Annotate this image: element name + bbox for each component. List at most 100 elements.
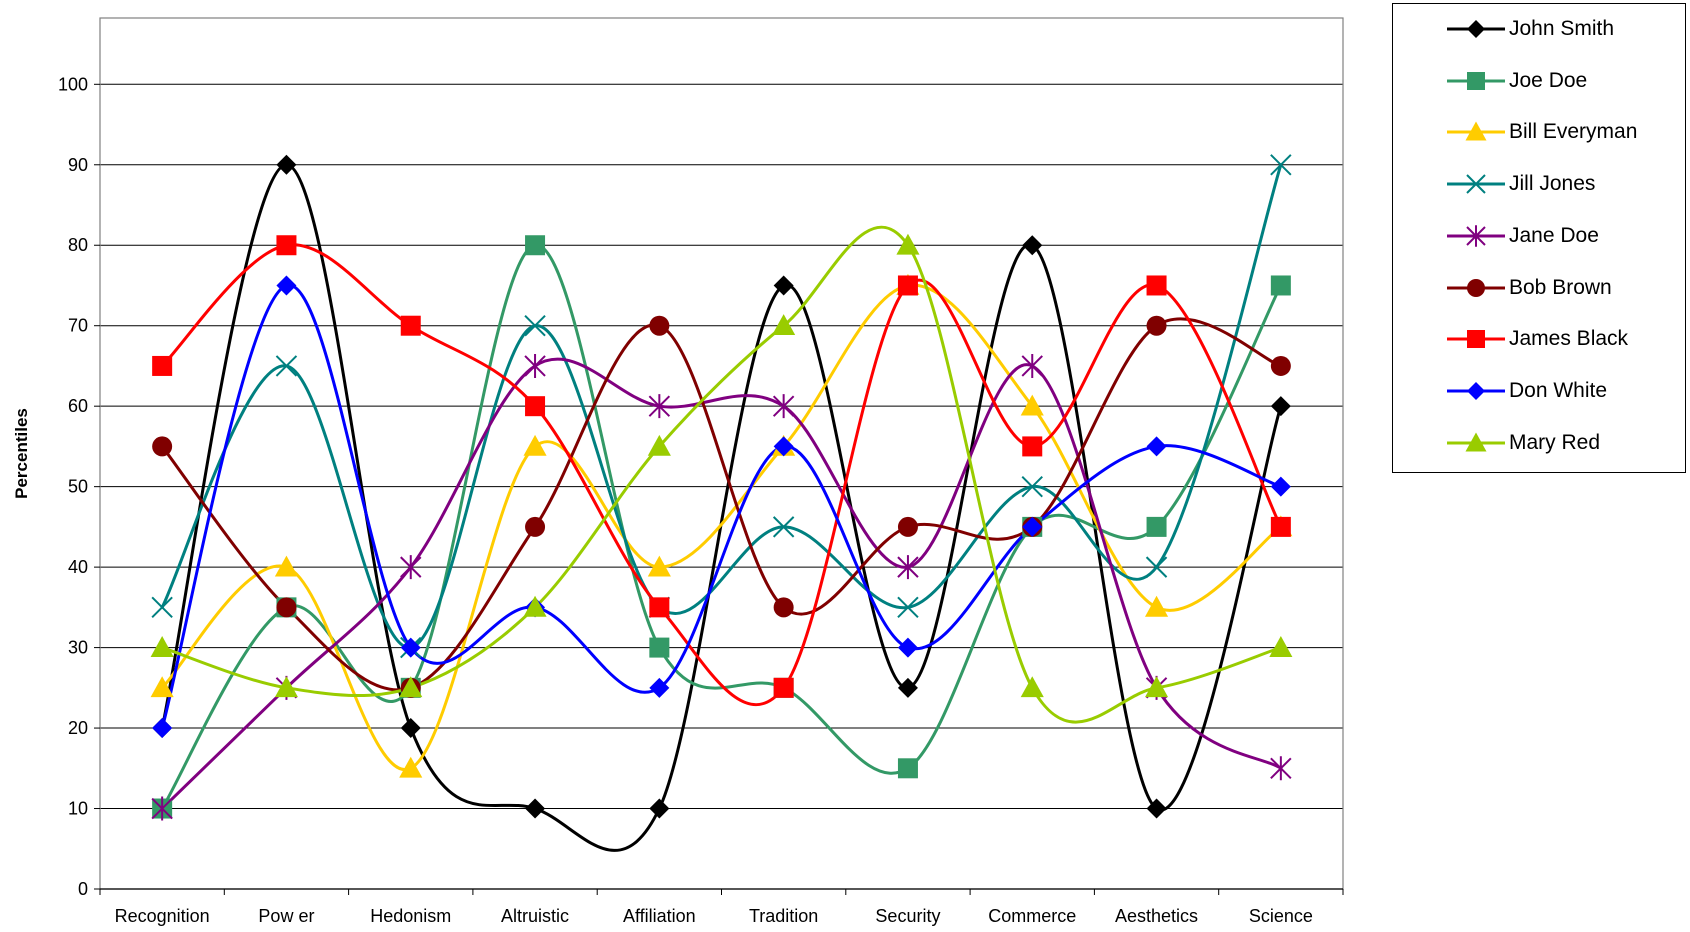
series-lines (160, 163, 1283, 852)
data-point-jane-doe (648, 394, 671, 419)
data-point-jane-doe (400, 555, 422, 580)
data-point-bob-brown (152, 436, 173, 457)
data-point-jill-jones (524, 315, 546, 337)
legend-item-bob-brown: Bob Brown (1445, 273, 1681, 303)
x-tick-label: Altruistic (501, 906, 569, 926)
legend-item-jane-doe: Jane Doe (1445, 221, 1681, 251)
legend-item-don-white: Don White (1445, 376, 1681, 406)
data-point-mary-red (274, 676, 298, 698)
series-line-jane-doe (160, 357, 1283, 811)
data-point-don-white (897, 637, 918, 658)
series-line-bob-brown (160, 317, 1283, 692)
data-point-john-smith (773, 275, 794, 296)
data-point-john-smith (1022, 235, 1043, 256)
legend-marker-joe-doe (1467, 71, 1485, 90)
data-point-don-white (773, 436, 794, 457)
series-markers-don-white (152, 275, 1291, 739)
y-tick-label: 70 (68, 316, 88, 336)
data-point-mary-red (150, 636, 174, 657)
data-point-jill-jones (772, 516, 795, 538)
data-point-bob-brown (897, 516, 918, 537)
series-line-don-white (160, 283, 1283, 730)
legend-marker-john-smith (1467, 20, 1485, 38)
legend-swatch-joe-doe (1447, 71, 1505, 90)
x-tick-label: Recognition (115, 906, 210, 926)
data-point-jane-doe (1270, 756, 1292, 781)
data-point-bob-brown (1270, 355, 1291, 376)
series-markers-james-black (152, 235, 1291, 698)
series-line-bill-everyman (160, 283, 1283, 772)
legend-item-john-smith: John Smith (1445, 14, 1681, 44)
data-point-joe-doe (1270, 275, 1291, 296)
data-point-james-black (897, 275, 918, 296)
legend-item-bill-everyman: Bill Everyman (1445, 117, 1681, 147)
data-point-bill-everyman (523, 434, 547, 456)
y-tick-label: 10 (68, 799, 88, 819)
legend-marker-james-black (1467, 330, 1485, 349)
data-point-bill-everyman (274, 555, 298, 577)
legend-marker-jill-jones (1466, 174, 1486, 194)
x-tick-label: Pow er (258, 906, 314, 926)
x-tick-label: Aesthetics (1115, 906, 1198, 926)
legend-swatch-john-smith (1447, 20, 1505, 38)
data-point-james-black (1270, 516, 1291, 537)
data-point-don-white (1022, 516, 1043, 537)
legend-item-mary-red: Mary Red (1445, 428, 1681, 458)
data-point-bob-brown (1146, 315, 1167, 336)
x-tick-label: Security (875, 906, 940, 926)
series-markers-jane-doe (151, 353, 1292, 821)
data-point-mary-red (647, 434, 671, 456)
legend-swatch-jane-doe (1447, 224, 1505, 247)
data-point-mary-red (1269, 636, 1293, 657)
series-line-jill-jones (160, 163, 1283, 650)
legend-marker-jane-doe (1466, 224, 1486, 247)
y-tick-label: 100 (58, 74, 88, 94)
legend-swatch-bill-everyman (1447, 121, 1505, 141)
y-axis-title: Percentiles (12, 408, 31, 499)
data-point-mary-red (1020, 676, 1044, 698)
y-tick-label: 30 (68, 638, 88, 658)
data-point-joe-doe (897, 758, 918, 779)
series-markers-mary-red (150, 233, 1293, 698)
x-tick-label: Affiliation (623, 906, 696, 926)
x-tick-label: Hedonism (370, 906, 451, 926)
legend-swatch-mary-red (1447, 432, 1505, 452)
x-tick-label: Science (1249, 906, 1313, 926)
data-point-jill-jones (275, 355, 298, 377)
data-point-bill-everyman (150, 676, 174, 698)
x-tick-label: Commerce (988, 906, 1076, 926)
legend-item-joe-doe: Joe Doe (1445, 66, 1681, 96)
data-point-mary-red (523, 595, 547, 617)
data-point-john-smith (1146, 798, 1167, 819)
data-point-james-black (525, 396, 546, 417)
data-point-john-smith (525, 798, 546, 819)
data-point-don-white (649, 677, 670, 698)
x-tick-label: Tradition (749, 906, 818, 926)
y-tick-label: 50 (68, 477, 88, 497)
data-point-john-smith (1270, 396, 1291, 417)
legend-swatch-jill-jones (1447, 174, 1505, 194)
legend-marker-don-white (1467, 381, 1485, 400)
data-point-james-black (276, 235, 297, 256)
data-point-james-black (1146, 275, 1167, 296)
legend-label: James Black (1509, 327, 1629, 351)
data-point-james-black (152, 355, 173, 376)
data-point-bill-everyman (647, 555, 671, 577)
data-point-jane-doe (897, 555, 919, 580)
data-point-john-smith (897, 677, 918, 698)
data-point-john-smith (649, 798, 670, 819)
legend-marker-bob-brown (1467, 278, 1485, 297)
data-point-bob-brown (276, 597, 297, 618)
y-tick-label: 90 (68, 155, 88, 175)
data-point-jill-jones (151, 596, 173, 619)
y-tick-label: 80 (68, 235, 88, 255)
data-point-mary-red (772, 314, 796, 336)
data-point-james-black (400, 315, 421, 336)
data-point-mary-red (1145, 676, 1169, 698)
legend-label: John Smith (1509, 17, 1615, 40)
data-point-john-smith (400, 718, 421, 739)
legend-label: Bill Everyman (1509, 120, 1638, 144)
data-point-john-smith (276, 154, 297, 175)
